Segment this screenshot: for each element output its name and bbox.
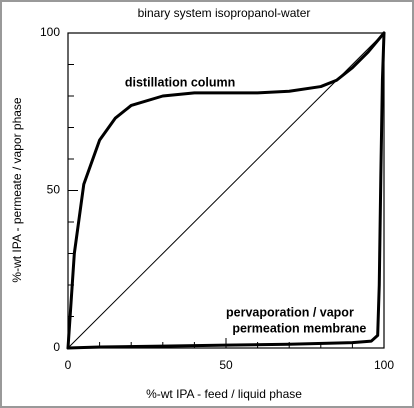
y-tick-label: 50 <box>47 183 61 197</box>
line-series <box>66 31 386 350</box>
line-series <box>67 32 385 349</box>
line-series <box>66 31 386 350</box>
x-tick-label: 50 <box>219 358 233 372</box>
y-tick-label: 0 <box>53 340 60 354</box>
x-tick-label: 0 <box>65 358 72 372</box>
x-axis-label: %-wt IPA - feed / liquid phase <box>146 387 302 401</box>
annotation: distillation column <box>125 76 235 90</box>
y-axis-label: %-wt IPA - permeate / vapor phase <box>10 97 24 283</box>
annotation: pervaporation / vapor <box>226 306 354 320</box>
y-tick-label: 100 <box>40 25 60 39</box>
x-tick-label: 100 <box>374 358 394 372</box>
annotation: permeation membrane <box>232 321 366 335</box>
chart-title: binary system isopropanol-water <box>138 6 311 20</box>
